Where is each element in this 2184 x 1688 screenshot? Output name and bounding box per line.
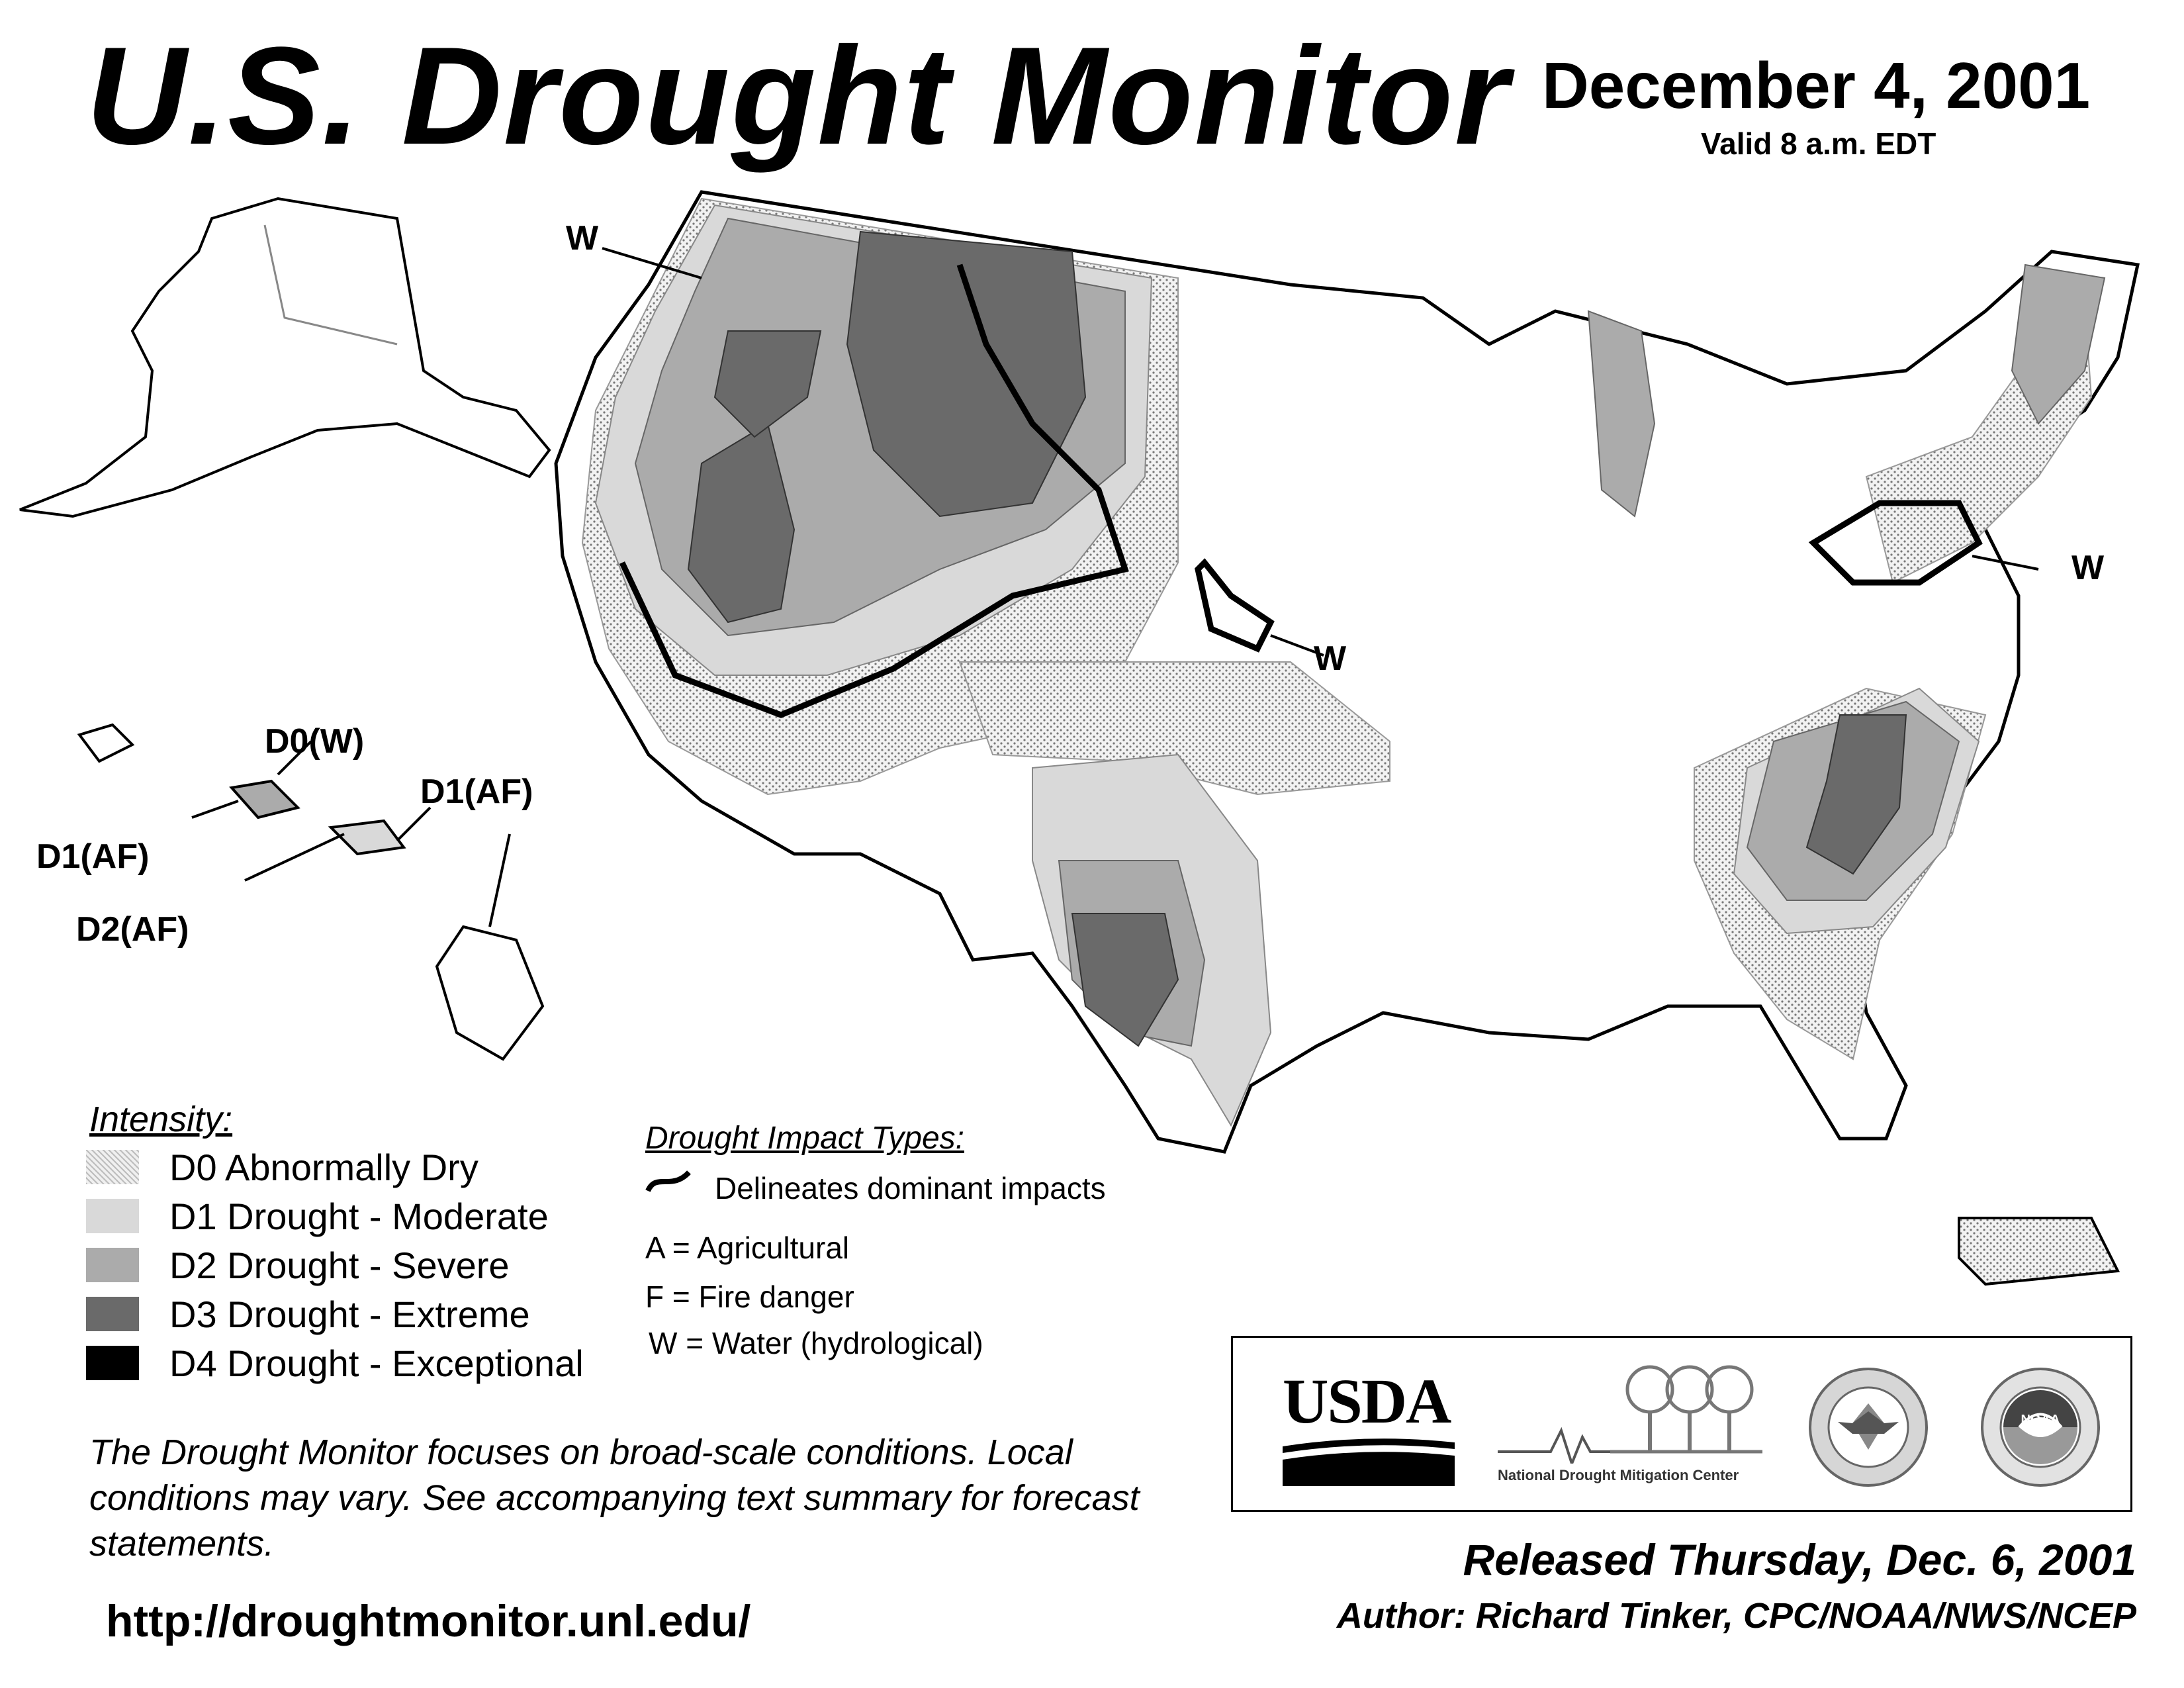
- website-link[interactable]: http://droughtmonitor.unl.edu/: [106, 1596, 751, 1646]
- map-date: December 4, 2001: [1542, 49, 2091, 122]
- ndmc-logo: National Drought Mitigation Center: [1498, 1364, 1762, 1497]
- hawaii-big-island: [435, 925, 545, 1061]
- legend-item-d4: D4 Drought - Exceptional: [86, 1342, 584, 1384]
- impact-agricultural-label: A = Agricultural: [645, 1231, 850, 1265]
- alaska-shape: [19, 197, 551, 518]
- ndmc-logo-text: National Drought Mitigation Center: [1498, 1467, 1739, 1483]
- d2-great-lakes-area: [1587, 310, 1656, 518]
- legend-item-d1: D1 Drought - Moderate: [86, 1195, 549, 1237]
- impact-line-sample-icon: [645, 1170, 691, 1192]
- hawaii-label-d0w: D0(W): [265, 722, 365, 761]
- d3-texas-area: [1071, 913, 1179, 1047]
- usda-logo-field-icon: [1283, 1438, 1455, 1486]
- impact-label-w-northwest: W: [566, 219, 599, 258]
- d0-plains-area: [958, 661, 1390, 796]
- legend-item-d0: D0 Abnormally Dry: [86, 1146, 478, 1188]
- noaa-logo: NOAA: [1981, 1368, 2100, 1487]
- legend-label-d2: D2 Drought - Severe: [169, 1244, 510, 1286]
- impact-delineates-label: Delineates dominant impacts: [715, 1171, 1106, 1205]
- legend-item-d3: D3 Drought - Extreme: [86, 1293, 530, 1335]
- page-title: U.S. Drought Monitor: [86, 18, 1510, 173]
- hawaii-label-d1af-west: D1(AF): [36, 837, 150, 876]
- d3-carolinas-area: [1805, 714, 1907, 875]
- release-date: Released Thursday, Dec. 6, 2001: [1463, 1535, 2136, 1584]
- impact-types-title: Drought Impact Types:: [645, 1121, 964, 1156]
- impact-line-northeast: [1808, 500, 1983, 586]
- legend-swatch-d4: [86, 1346, 139, 1380]
- legend-label-d1: D1 Drought - Moderate: [169, 1195, 549, 1237]
- hawaii-maui: [328, 819, 406, 856]
- author-credit: Author: Richard Tinker, CPC/NOAA/NWS/NCE…: [1336, 1596, 2136, 1636]
- puerto-rico-shape: [1958, 1217, 2120, 1286]
- legend-item-d2: D2 Drought - Severe: [86, 1244, 510, 1286]
- eagle-icon: [1827, 1386, 1909, 1468]
- impact-water-label: W = Water (hydrological): [649, 1326, 983, 1360]
- legend-swatch-d2: [86, 1248, 139, 1282]
- hawaii-label-d2af: D2(AF): [76, 910, 189, 949]
- valid-time: Valid 8 a.m. EDT: [1701, 126, 1936, 161]
- usda-logo: USDA: [1283, 1366, 1455, 1486]
- impact-fire-label: F = Fire danger: [645, 1280, 854, 1314]
- impact-label-w-northeast: W: [2071, 549, 2105, 587]
- disclaimer-note: The Drought Monitor focuses on broad-sca…: [89, 1432, 1140, 1564]
- legend-swatch-d3: [86, 1297, 139, 1331]
- legend-swatch-d0: [86, 1150, 139, 1184]
- impact-label-w-plains: W: [1314, 639, 1347, 678]
- legend-title: Intensity:: [89, 1100, 233, 1139]
- d3-northwest-area: [846, 230, 1087, 518]
- hawaii-oahu: [229, 779, 300, 820]
- ndmc-trees-icon: [1498, 1365, 1762, 1468]
- d2-northeast-area: [2011, 263, 2106, 425]
- hawaii-kauai: [77, 723, 135, 763]
- d3-oregon-area: [713, 330, 822, 438]
- drought-map: [19, 190, 2140, 1286]
- legend-label-d3: D3 Drought - Extreme: [169, 1293, 530, 1335]
- impact-line-plains: [1195, 558, 1275, 653]
- noaa-logo-text: NOAA: [2021, 1413, 2060, 1427]
- legend-label-d0: D0 Abnormally Dry: [169, 1146, 478, 1188]
- usda-logo-text: USDA: [1283, 1366, 1451, 1436]
- hawaii-label-d1af-east: D1(AF): [420, 773, 533, 811]
- commerce-seal: [1809, 1368, 1928, 1487]
- impact-line-west: [619, 263, 1129, 718]
- legend-label-d4: D4 Drought - Exceptional: [169, 1342, 584, 1384]
- partner-logos: USDA National Drought Mitigation Center: [1231, 1336, 2132, 1512]
- legend-swatch-d1: [86, 1199, 139, 1233]
- noaa-bird-icon: [1999, 1386, 2081, 1468]
